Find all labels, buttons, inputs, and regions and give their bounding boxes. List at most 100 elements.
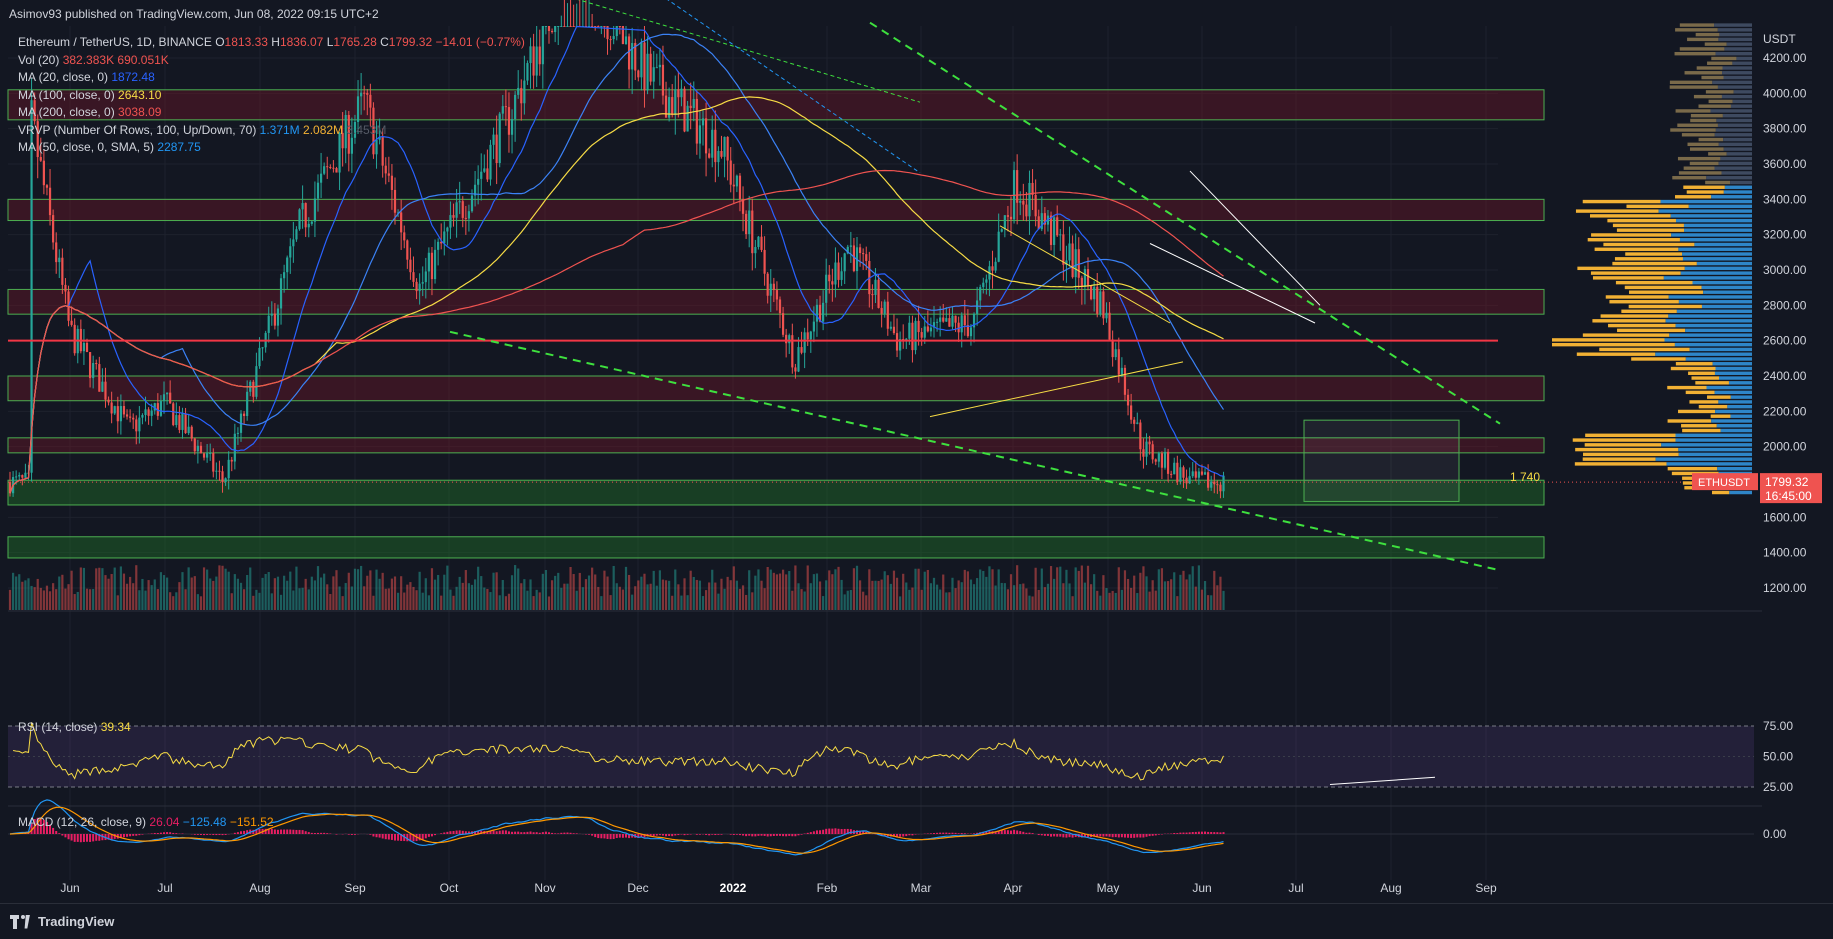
volume-bar <box>850 590 852 610</box>
publisher-line: Asimov93 published on TradingView.com, J… <box>0 0 1833 26</box>
vrvp-up-bar <box>1736 57 1752 60</box>
time-tick-label: Aug <box>1380 881 1401 895</box>
macd-hist-bar <box>55 831 57 834</box>
indicator-legend-row[interactable]: MA (50, close, 0, SMA, 5) 2287.75 <box>18 139 525 157</box>
macd-hist-bar <box>557 833 559 834</box>
candle-body <box>212 453 214 472</box>
macd-hist-bar <box>508 831 510 834</box>
vrvp-up-bar <box>1722 66 1752 69</box>
macd-hist-bar <box>1016 830 1018 834</box>
macd-hist-bar <box>674 834 676 835</box>
vrvp-down-bar <box>1625 286 1702 289</box>
candle-body <box>286 257 288 272</box>
candle-body <box>961 315 963 332</box>
macd-hist-bar <box>326 833 328 834</box>
macd-hist-bar <box>305 831 307 834</box>
vrvp-down-bar <box>1688 372 1715 375</box>
volume-bar <box>985 577 987 610</box>
candle-body <box>1121 368 1123 375</box>
volume-bar <box>474 579 476 610</box>
volume-bar <box>104 575 106 610</box>
volume-bar <box>859 580 861 610</box>
volume-bar <box>188 567 190 610</box>
volume-bar <box>496 572 498 610</box>
macd-hist-bar <box>505 830 507 834</box>
macd-hist-bar <box>274 829 276 834</box>
vrvp-down-bar <box>1689 400 1718 403</box>
volume-bar <box>499 595 501 610</box>
macd-hist-bar <box>671 834 673 836</box>
macd-hist-bar <box>74 834 76 842</box>
candle-body <box>400 212 402 232</box>
indicator-legend-row[interactable]: Vol (20) 382.383K 690.051K <box>18 52 525 70</box>
macd-hist-bar <box>1053 834 1055 836</box>
candle-body <box>1204 472 1206 475</box>
volume-bar <box>311 577 313 610</box>
volume-bar <box>203 567 205 610</box>
macd-legend[interactable]: MACD (12, 26, close, 9) 26.04 −125.48 −1… <box>18 815 274 829</box>
candle-body <box>662 65 664 96</box>
volume-bar <box>74 594 76 610</box>
volume-bar <box>77 592 79 610</box>
macd-hist-bar <box>1201 832 1203 834</box>
volume-bar <box>317 566 319 610</box>
macd-hist-bar <box>169 832 171 834</box>
volume-bar <box>893 571 895 610</box>
symbol-legend[interactable]: Ethereum / TetherUS, 1D, BINANCE O1813.3… <box>18 34 525 52</box>
vrvp-down-bar <box>1701 76 1723 79</box>
volume-bar <box>659 570 661 610</box>
macd-hist-bar <box>58 833 60 834</box>
vrvp-up-bar <box>1721 429 1752 432</box>
volume-bar <box>502 580 504 610</box>
vrvp-up-bar <box>1664 276 1752 279</box>
volume-bar <box>428 595 430 610</box>
candle-body <box>425 271 427 282</box>
candle-body <box>982 283 984 287</box>
volume-bar <box>1152 580 1154 610</box>
candle-body <box>1004 215 1006 229</box>
indicator-legend-row[interactable]: MA (100, close, 0) 2643.10 <box>18 87 525 105</box>
volume-bar <box>434 580 436 610</box>
tradingview-logo[interactable]: TradingView <box>10 914 114 929</box>
candle-body <box>1093 287 1095 299</box>
rsi-legend[interactable]: RSI (14, close) 39.34 <box>18 720 131 734</box>
vrvp-up-bar <box>1671 214 1752 217</box>
volume-bar <box>348 573 350 610</box>
volume-bar <box>865 595 867 610</box>
volume-bar <box>1176 596 1178 610</box>
macd-hist-bar <box>422 834 424 839</box>
volume-bar <box>166 578 168 610</box>
volume-bar <box>151 585 153 610</box>
candle-body <box>998 232 1000 262</box>
volume-bar <box>1112 591 1114 610</box>
indicator-legend-row[interactable]: MA (20, close, 0) 1872.48 <box>18 69 525 87</box>
indicator-legend-row[interactable]: VRVP (Number Of Rows, 100, Up/Down, 70) … <box>18 122 525 140</box>
macd-hist-bar <box>591 834 593 836</box>
macd-hist-bar <box>292 830 294 834</box>
candle-body <box>884 302 886 314</box>
macd-hist-bar <box>314 833 316 834</box>
volume-bar <box>184 589 186 610</box>
macd-hist-bar <box>1112 834 1114 837</box>
time-tick-label: Sep <box>344 881 366 895</box>
candle-body <box>255 366 257 397</box>
vrvp-down-bar <box>1675 52 1716 55</box>
candle-body <box>813 322 815 332</box>
candle-body <box>674 89 676 115</box>
candle-body <box>49 188 51 215</box>
volume-bar <box>468 583 470 610</box>
volume-bar <box>437 575 439 610</box>
vrvp-down-bar <box>1552 343 1675 346</box>
macd-hist-bar <box>665 834 667 836</box>
macd-hist-bar <box>317 833 319 834</box>
volume-bar <box>699 581 701 610</box>
candle-body <box>807 332 809 339</box>
macd-hist-bar <box>767 834 769 836</box>
volume-bar <box>520 583 522 610</box>
indicator-legend-row[interactable]: MA (200, close, 0) 3038.09 <box>18 104 525 122</box>
vrvp-down-bar <box>1688 143 1719 146</box>
candle-body <box>1028 183 1030 216</box>
candle-body <box>1207 472 1209 488</box>
macd-hist-bar <box>443 832 445 834</box>
indicator-label: Vol (20) <box>18 53 63 67</box>
